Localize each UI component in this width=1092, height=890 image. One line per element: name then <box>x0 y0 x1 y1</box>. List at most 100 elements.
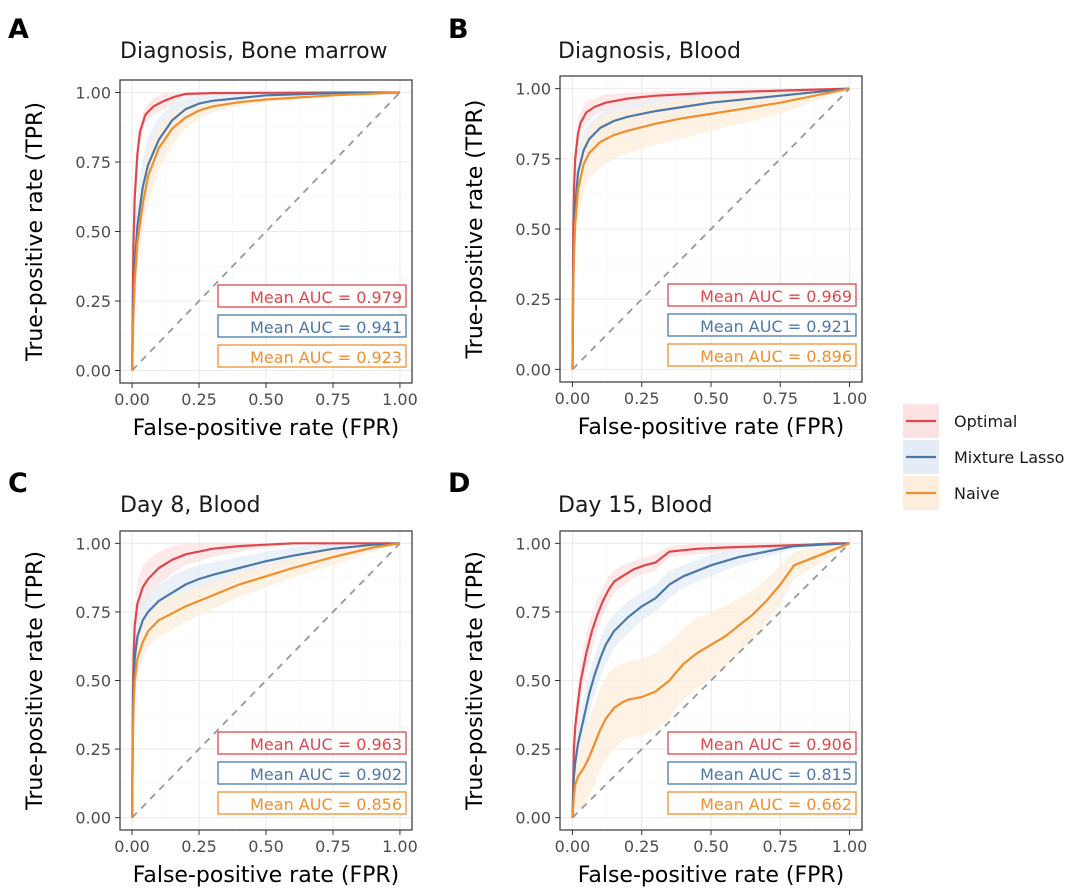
auc-label-box: Mean AUC = 0.815 <box>667 761 857 785</box>
auc-box-frame <box>217 314 407 338</box>
x-axis-title: False-positive rate (FPR) <box>578 415 845 440</box>
auc-label-box: Mean AUC = 0.963 <box>217 731 407 755</box>
x-tick-label: 0.50 <box>248 837 284 856</box>
roc-curve-mixture-lasso <box>571 542 850 818</box>
y-tick-label: 0.25 <box>75 740 111 759</box>
y-tick-label: 0.00 <box>75 809 111 828</box>
panel-title: Diagnosis, Blood <box>558 39 741 64</box>
x-axis-title: False-positive rate (FPR) <box>578 863 845 888</box>
y-tick-label: 0.50 <box>75 672 111 691</box>
auc-box-frame <box>217 791 407 815</box>
y-tick-label: 0.75 <box>75 153 111 172</box>
auc-label: Mean AUC = 0.979 <box>250 288 402 307</box>
auc-label-box: Mean AUC = 0.941 <box>217 314 407 338</box>
auc-label-box: Mean AUC = 0.896 <box>667 343 857 367</box>
roc-panel-b: B Diagnosis, Blood 0.00 0.25 0.50 0.75 1.00 0.0… <box>448 14 867 440</box>
y-tick-label: 0.50 <box>75 223 111 242</box>
x-tick-label: 0.25 <box>624 837 660 856</box>
y-tick-label: 0.25 <box>75 292 111 311</box>
auc-box-frame <box>217 344 407 368</box>
auc-box-frame <box>667 731 857 755</box>
auc-label: Mean AUC = 0.856 <box>250 795 402 814</box>
y-axis-title: True-positive rate (TPR) <box>23 551 48 811</box>
x-axis-title: False-positive rate (FPR) <box>133 863 400 888</box>
auc-label: Mean AUC = 0.963 <box>250 735 402 754</box>
panel-letter: B <box>448 14 469 45</box>
auc-label: Mean AUC = 0.941 <box>250 318 402 337</box>
roc-panel-d: D Day 15, Blood 0.00 0.25 0.50 0.75 1.00 0.00 0.… <box>448 468 867 888</box>
x-tick-label: 1.00 <box>832 389 868 408</box>
auc-label-box: Mean AUC = 0.906 <box>667 731 857 755</box>
x-tick-label: 0.00 <box>555 837 591 856</box>
auc-box-frame <box>217 731 407 755</box>
ci-band-mixture-lasso <box>572 543 850 818</box>
plot-data <box>571 542 851 819</box>
x-tick-label: 0.50 <box>248 390 284 409</box>
x-tick-label: 1.00 <box>832 837 868 856</box>
auc-box-frame <box>217 761 407 785</box>
ci-band-mixture-lasso <box>132 92 400 371</box>
plot-data <box>131 91 401 372</box>
y-tick-label: 0.75 <box>515 603 551 622</box>
plot-data <box>571 87 851 370</box>
x-tick-label: 0.00 <box>114 390 150 409</box>
y-tick-label: 0.00 <box>515 809 551 828</box>
x-tick-label: 0.00 <box>114 837 150 856</box>
roc-curve-naive <box>131 542 401 818</box>
auc-label: Mean AUC = 0.662 <box>700 795 852 814</box>
x-tick-label: 0.75 <box>315 390 351 409</box>
auc-label: Mean AUC = 0.906 <box>700 735 852 754</box>
auc-box-frame <box>667 761 857 785</box>
x-tick-label: 0.75 <box>762 837 798 856</box>
roc-curve-optimal <box>571 87 850 370</box>
y-axis-title: True-positive rate (TPR) <box>23 102 48 362</box>
roc-curve-mixture-lasso <box>131 91 400 371</box>
ci-band-optimal <box>132 543 400 818</box>
x-tick-label: 0.50 <box>693 389 729 408</box>
auc-box-frame <box>667 313 857 337</box>
x-tick-label: 1.00 <box>382 390 418 409</box>
panel-title: Day 15, Blood <box>558 493 713 518</box>
auc-box-frame <box>217 284 407 308</box>
auc-label-box: Mean AUC = 0.969 <box>667 283 857 307</box>
x-tick-label: 0.25 <box>181 837 217 856</box>
panel-title: Diagnosis, Bone marrow <box>120 39 388 64</box>
y-tick-label: 1.00 <box>75 534 111 553</box>
roc-curve-optimal <box>131 542 400 818</box>
y-tick-label: 0.50 <box>515 672 551 691</box>
panel-letter: C <box>8 468 28 499</box>
y-tick-label: 0.50 <box>515 220 551 239</box>
x-axis-title: False-positive rate (FPR) <box>133 416 400 441</box>
roc-curve-optimal <box>131 91 400 371</box>
legend: Optimal Mixture Lasso Naive <box>903 404 1064 510</box>
auc-label-box: Mean AUC = 0.856 <box>217 791 407 815</box>
auc-label-box: Mean AUC = 0.902 <box>217 761 407 785</box>
plot-data <box>131 542 401 819</box>
y-tick-label: 1.00 <box>75 84 111 103</box>
x-tick-label: 1.00 <box>382 837 418 856</box>
auc-label: Mean AUC = 0.923 <box>250 348 402 367</box>
x-tick-label: 0.75 <box>762 389 798 408</box>
y-tick-label: 1.00 <box>515 534 551 553</box>
roc-panel-a: A Diagnosis, Bone marrow 0.00 0.25 0.50 0.75 1… <box>8 14 418 441</box>
panel-title: Day 8, Blood <box>120 493 261 518</box>
y-tick-label: 0.00 <box>75 361 111 380</box>
auc-box-frame <box>667 343 857 367</box>
y-tick-label: 0.75 <box>75 603 111 622</box>
y-tick-label: 0.75 <box>515 150 551 169</box>
roc-curve-naive <box>571 87 850 370</box>
x-tick-label: 0.25 <box>624 389 660 408</box>
legend-label: Optimal <box>954 412 1017 431</box>
y-tick-label: 0.25 <box>515 290 551 309</box>
auc-label: Mean AUC = 0.902 <box>250 765 402 784</box>
auc-label: Mean AUC = 0.921 <box>700 317 852 336</box>
y-tick-label: 0.00 <box>515 360 551 379</box>
legend-label: Mixture Lasso <box>954 448 1064 467</box>
ci-band-naive <box>572 543 850 818</box>
auc-label-box: Mean AUC = 0.662 <box>667 791 857 815</box>
ci-band-mixture-lasso <box>572 88 850 370</box>
roc-curve-naive <box>571 542 850 818</box>
x-tick-label: 0.00 <box>555 389 591 408</box>
panel-letter: D <box>448 468 470 499</box>
